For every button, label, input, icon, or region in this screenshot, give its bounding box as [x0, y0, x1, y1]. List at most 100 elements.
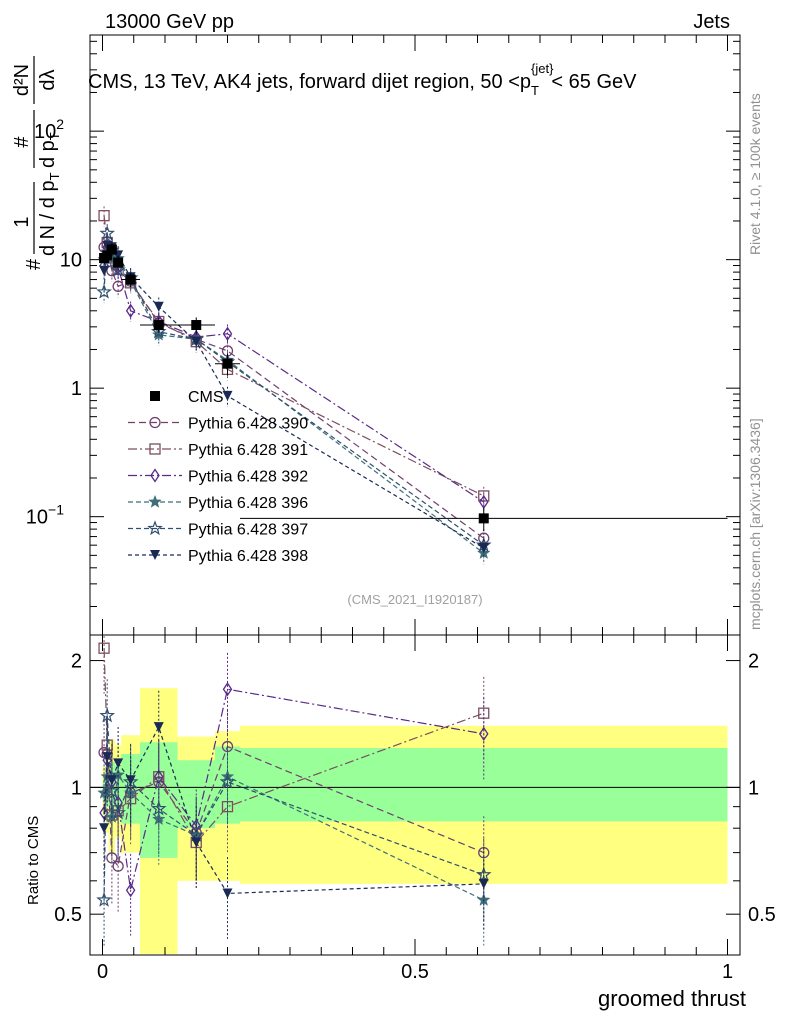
ratio-point-5	[102, 752, 113, 763]
legend-label-2: Pythia 6.428 392	[188, 469, 308, 486]
mcplots-reference: mcplots.cern.ch [arXiv:1306.3436]	[747, 418, 763, 630]
ratio-y-tick-label: 2	[71, 651, 82, 673]
series-point-5	[191, 336, 202, 347]
cms-point	[113, 257, 124, 268]
main-y-tick-label-exp: 2	[56, 116, 64, 132]
cms-point	[222, 358, 233, 369]
main-y-tick-label-base: 10	[26, 507, 48, 529]
ratio-y-tick-label-right: 0.5	[748, 904, 776, 926]
ratio-point-5	[478, 878, 489, 889]
main-y-tick-label-exp: −1	[48, 502, 64, 518]
ylabel-dlambda: dλ	[37, 69, 59, 90]
main-y-tick-label: 10−1	[26, 502, 64, 529]
legend-label-cms: CMS	[188, 389, 224, 406]
ratio-y-tick-label-right: 2	[748, 651, 759, 673]
series-point-4	[99, 225, 116, 241]
series-point-5	[478, 543, 489, 554]
ratio-y-tick-label: 0.5	[54, 904, 82, 926]
series-point-4	[110, 261, 126, 277]
series-line-4	[103, 233, 485, 546]
ratio-point-4	[475, 866, 492, 882]
cms-point	[125, 274, 136, 285]
ratio-point-5	[113, 758, 124, 769]
ratio-point-5	[153, 722, 164, 733]
ratio-point-5	[222, 888, 233, 899]
main-plot-frame	[89, 34, 741, 636]
series-1-main	[98, 206, 490, 508]
series-3-main	[97, 242, 491, 565]
ratio-point-0	[112, 860, 124, 872]
legend-label-0: Pythia 6.428 390	[188, 416, 308, 433]
ratio-y-axis-label: Ratio to CMS	[25, 816, 42, 905]
cms-point	[106, 244, 117, 255]
ylabel-hash-1: #	[23, 258, 45, 270]
ylabel-dpt: d pT	[37, 132, 62, 168]
legend-marker-4	[147, 520, 163, 536]
x-tick-label: 1	[722, 961, 733, 983]
legend-marker-cms	[150, 391, 160, 401]
legend-label-3: Pythia 6.428 396	[188, 495, 308, 512]
ratio-point-5	[106, 775, 117, 786]
ylabel-sub-t-2: T	[47, 132, 62, 140]
ylabel-dpt-text: d p	[37, 140, 59, 168]
analysis-id: (CMS_2021_I1920187)	[347, 592, 482, 607]
plot-title: CMS, 13 TeV, AK4 jets, forward dijet reg…	[88, 61, 637, 98]
series-point-2	[125, 303, 136, 318]
cms-data	[99, 243, 728, 532]
main-y-tick-label: 102	[34, 116, 64, 143]
plot-title-sub: T	[531, 83, 539, 98]
series-point-5	[99, 265, 110, 276]
legend-marker-2	[150, 468, 160, 483]
series-point-2	[222, 326, 233, 341]
ratio-point-2	[153, 769, 164, 784]
cms-point	[102, 250, 113, 261]
ylabel-dndpt: d N / d p	[37, 180, 59, 256]
series-point-1	[98, 210, 110, 222]
main-y-tick-label: 10	[60, 250, 82, 272]
legend-label-4: Pythia 6.428 397	[188, 522, 308, 539]
ylabel-sub-t-1: T	[47, 172, 62, 180]
plot-title-tail: < 65 GeV	[551, 71, 637, 93]
series-5-ratio	[99, 690, 489, 939]
category-label: Jets	[693, 11, 730, 33]
cms-point	[191, 320, 202, 331]
main-y-tick-label-base: 10	[34, 121, 56, 143]
ylabel-hash-2: #	[11, 136, 33, 148]
ratio-point-5	[191, 837, 202, 848]
ylabel-denominator-1: d N / d pT	[37, 172, 62, 256]
ratio-point-2	[478, 726, 489, 742]
plot-title-main: CMS, 13 TeV, AK4 jets, forward dijet reg…	[88, 71, 531, 93]
cms-point	[478, 513, 489, 524]
legend-marker-3	[148, 494, 162, 508]
x-tick-label: 0	[97, 961, 108, 983]
legend-label-1: Pythia 6.428 391	[188, 442, 308, 459]
series-point-5	[222, 390, 233, 401]
ratio-point-2	[222, 682, 233, 697]
x-tick-label: 0.5	[401, 961, 429, 983]
collision-label: 13000 GeV pp	[105, 11, 234, 33]
ratio-point-4	[150, 800, 167, 816]
ylabel-d2n: d²N	[11, 64, 33, 96]
cms-point	[153, 320, 164, 331]
ratio-point-4	[96, 891, 112, 907]
ratio-point-5	[125, 775, 136, 786]
ylabel-numerator-1: 1	[11, 216, 33, 227]
ratio-point-5	[99, 823, 110, 834]
ratio-point-3	[100, 769, 115, 783]
main-y-axis-label: #	[23, 258, 45, 270]
ratio-point-1	[98, 642, 110, 654]
rivet-version: Rivet 4.1.0, ≥ 100k events	[747, 93, 763, 255]
series-point-5	[153, 301, 164, 312]
plot-title-sup: {jet}	[531, 61, 554, 76]
legend-marker-0	[149, 416, 161, 429]
legend-marker-1	[149, 443, 161, 455]
ratio-y-tick-label: 1	[71, 777, 82, 799]
series-line-2	[103, 246, 485, 503]
main-y-tick-label-base: 1	[71, 378, 82, 400]
ratio-y-tick-label-right: 1	[748, 777, 759, 799]
x-axis-label: groomed thrust	[598, 986, 746, 1011]
legend-marker-5	[150, 550, 160, 560]
main-y-tick-label-base: 10	[60, 250, 82, 272]
ratio-point-2	[125, 883, 136, 898]
